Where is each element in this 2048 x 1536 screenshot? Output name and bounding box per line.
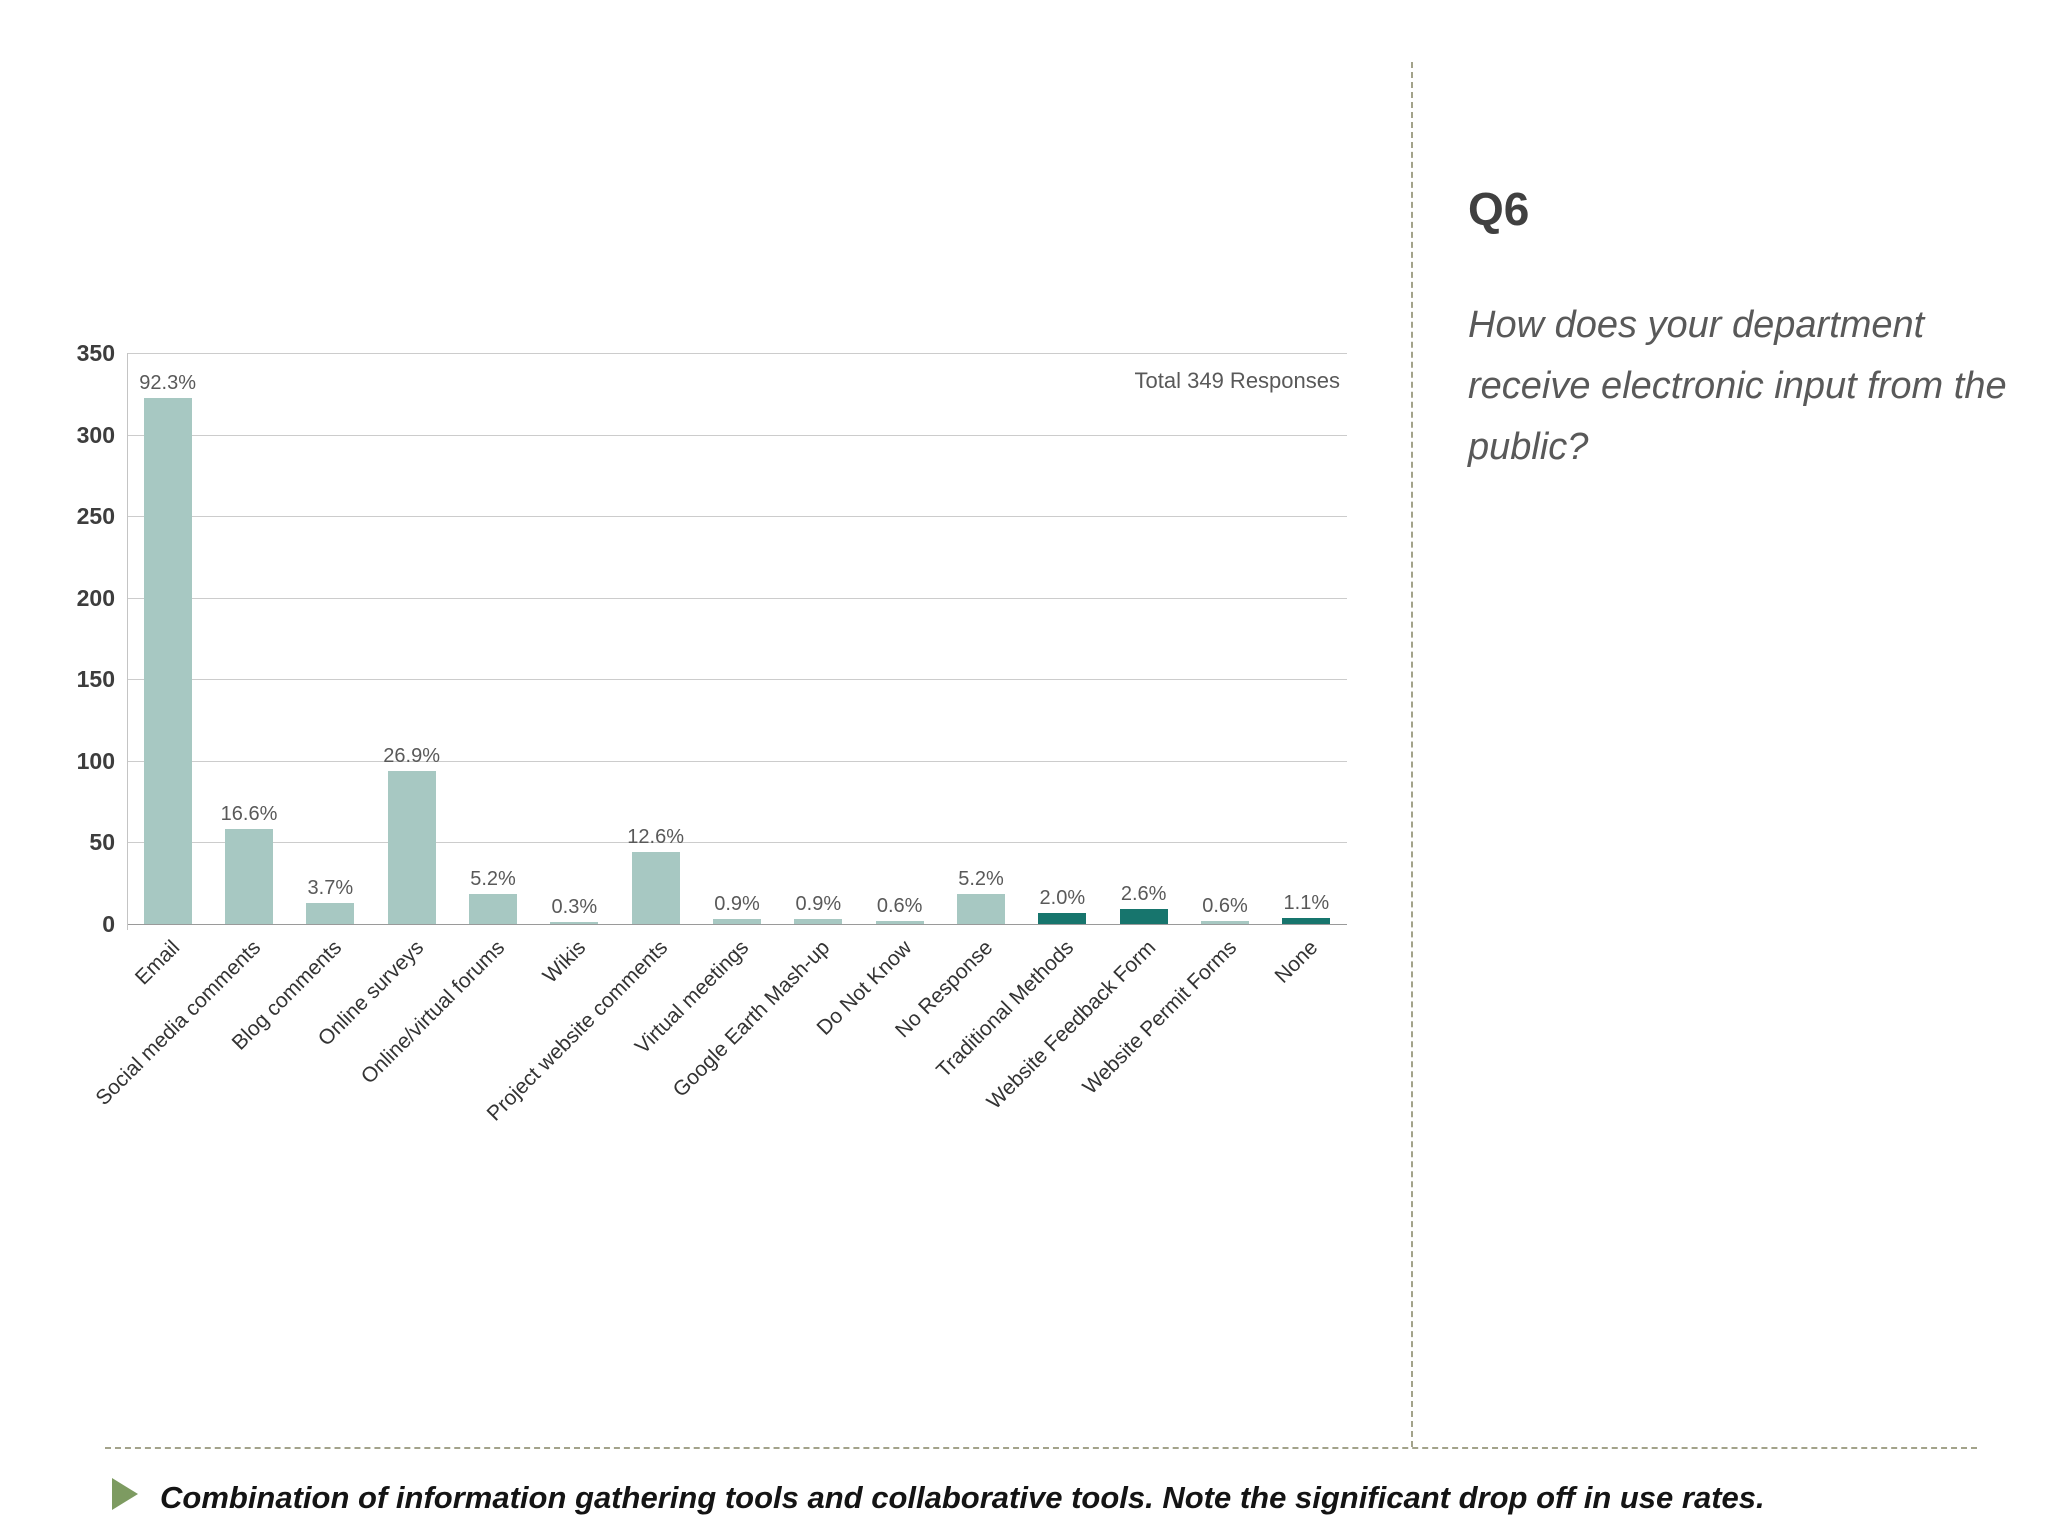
bar — [1201, 920, 1249, 924]
y-tick-label: 0 — [102, 911, 115, 937]
vertical-dashed-divider — [1411, 62, 1413, 1447]
bar — [306, 902, 355, 924]
bar — [875, 920, 924, 924]
gridline — [127, 842, 1347, 844]
gridline — [127, 353, 1347, 354]
question-number: Q6 — [1468, 183, 1530, 235]
bar-value-label: 3.7% — [307, 876, 354, 899]
bar — [631, 852, 680, 924]
bar-value-label: 16.6% — [220, 803, 278, 826]
gridline — [127, 434, 1347, 436]
bar-value-label: 0.6% — [876, 894, 923, 917]
bar — [713, 918, 761, 924]
gridline — [127, 597, 1347, 599]
bar-value-label: 2.6% — [1120, 883, 1167, 906]
gridline — [127, 516, 1347, 518]
bar-value-label: 0.9% — [714, 892, 760, 915]
y-tick-label: 50 — [89, 829, 115, 856]
y-tick-label: 300 — [76, 421, 115, 448]
bar-value-label: 5.2% — [958, 868, 1004, 891]
y-tick-label: 350 — [76, 340, 115, 366]
bar — [469, 894, 517, 924]
bar-value-label: 12.6% — [627, 826, 685, 849]
bar — [550, 922, 599, 924]
gridline — [127, 679, 1347, 681]
bar-value-label: 0.3% — [551, 896, 598, 918]
question-text: How does your department receive electro… — [1468, 304, 2007, 468]
gridline — [127, 760, 1347, 762]
bar-value-label: 0.9% — [795, 892, 842, 915]
y-tick-label: 150 — [76, 666, 115, 693]
bar — [387, 770, 436, 924]
bar — [143, 398, 192, 924]
bar-value-label: 0.6% — [1202, 894, 1248, 917]
y-axis-line — [127, 353, 128, 930]
horizontal-dashed-divider — [105, 1447, 1977, 1449]
bar — [794, 918, 843, 924]
bar-value-label: 92.3% — [139, 372, 197, 395]
triangle-bullet-icon — [112, 1478, 138, 1510]
bar — [225, 829, 273, 924]
bar-value-label: 26.9% — [383, 744, 441, 767]
y-tick-label: 100 — [76, 747, 115, 774]
bar — [1282, 917, 1331, 924]
y-tick-label: 250 — [76, 503, 115, 530]
bar-value-label: 2.0% — [1039, 886, 1086, 909]
gridline — [127, 924, 1347, 925]
bar — [1038, 912, 1087, 924]
y-tick-label: 200 — [76, 584, 115, 611]
bar — [957, 894, 1005, 924]
bar-value-label: 1.1% — [1283, 891, 1330, 914]
footer-note-text: Combination of information gathering too… — [160, 1480, 1765, 1515]
bar-value-label: 5.2% — [470, 868, 516, 891]
bar — [1119, 909, 1168, 924]
total-responses-label: Total 349 Responses — [1134, 368, 1340, 393]
